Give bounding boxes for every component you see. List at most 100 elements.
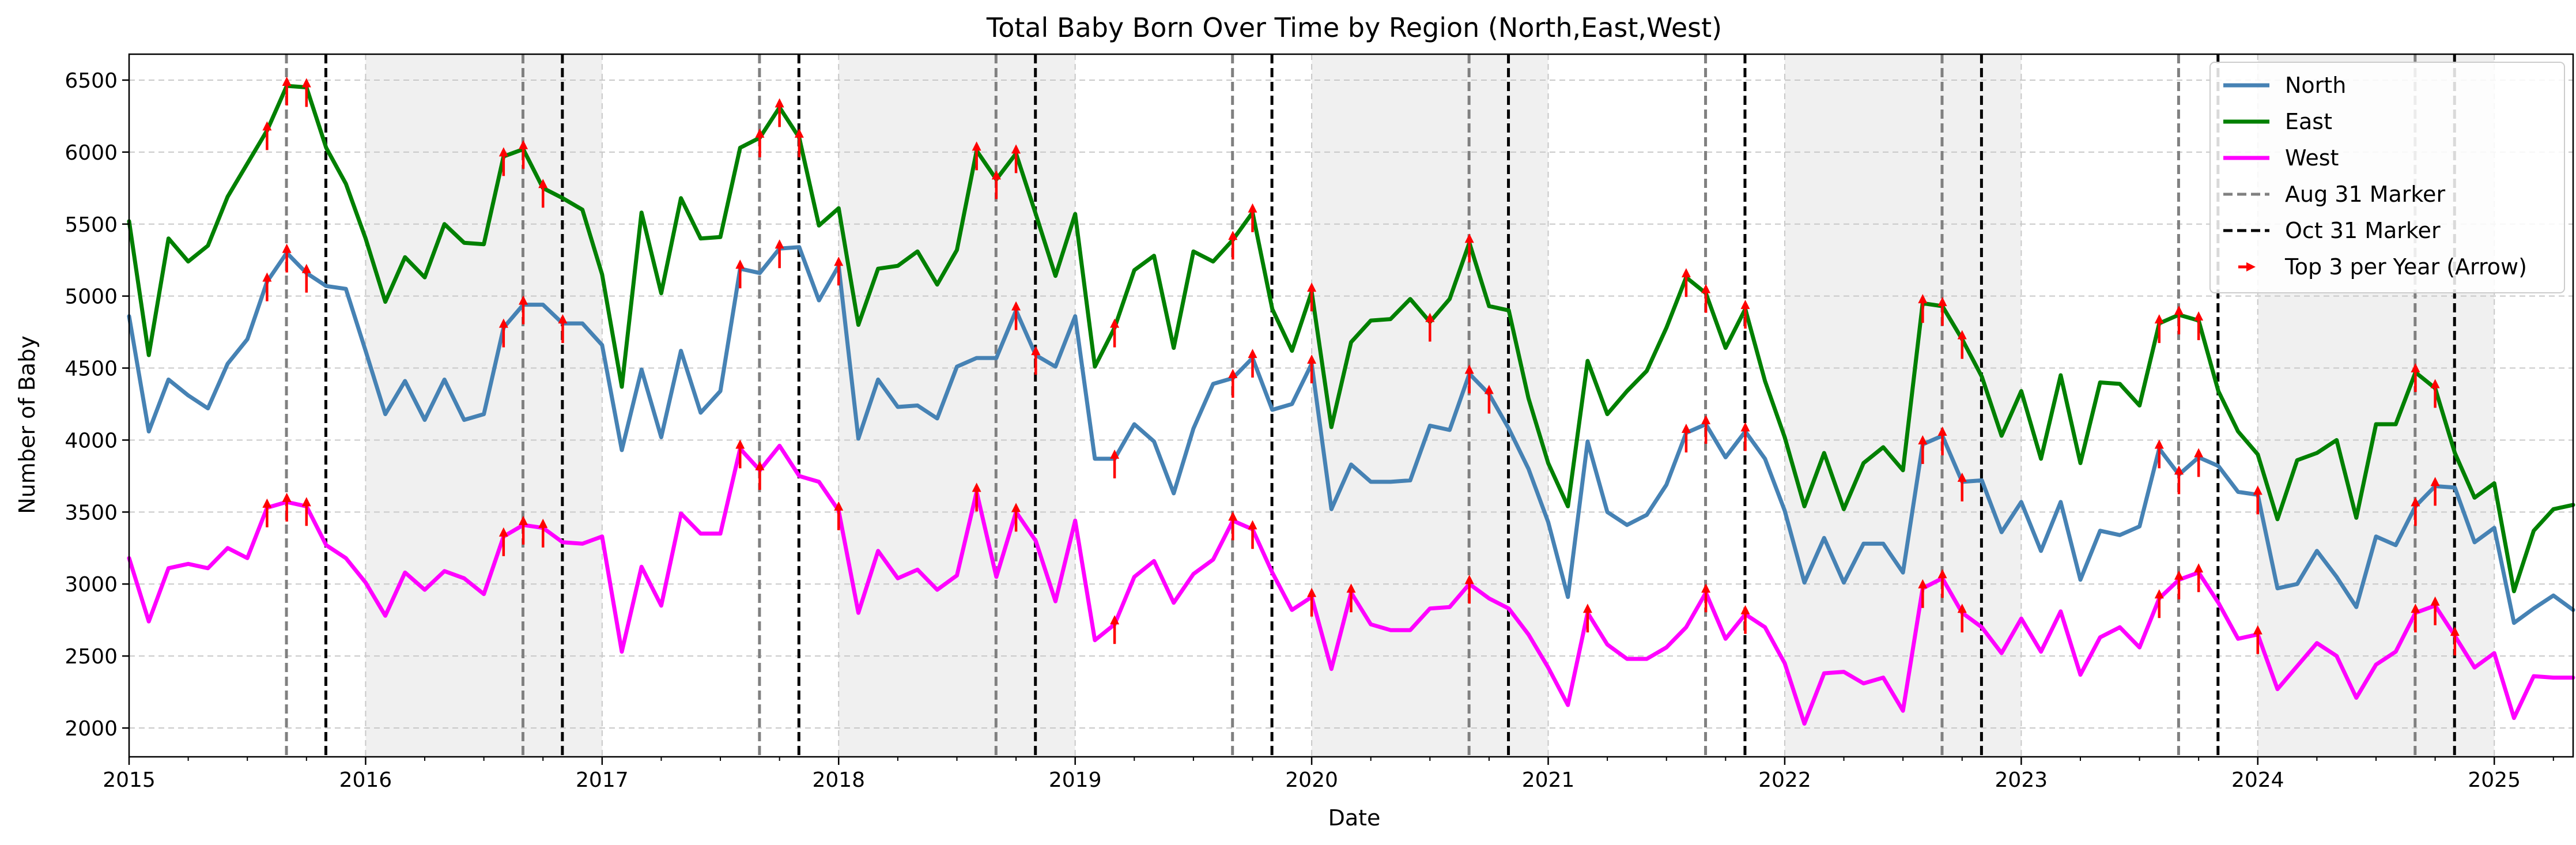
top3-arrow-west <box>834 501 844 530</box>
top3-arrow-east <box>1957 330 1967 359</box>
top3-arrow-west <box>2174 570 2184 599</box>
top3-arrow-east <box>794 128 804 157</box>
x-axis-title: Date <box>1328 805 1381 831</box>
top3-arrow-west <box>282 492 292 522</box>
top3-arrow-east <box>972 141 981 171</box>
legend-west-label: West <box>2285 145 2339 171</box>
top3-arrow-north <box>1307 354 1317 384</box>
top3-arrow-west <box>2154 589 2164 618</box>
x-tick-label: 2020 <box>1285 768 1338 792</box>
series-east-line <box>127 84 2575 594</box>
top3-arrow-east <box>1307 282 1317 312</box>
top3-arrow-east <box>1110 318 1120 348</box>
legend-arrow-swatch <box>2238 262 2256 271</box>
top3-arrow-east <box>282 76 292 105</box>
top3-arrow-north <box>1937 426 1947 455</box>
top3-arrow-east <box>519 139 528 169</box>
top3-arrow-east <box>1681 268 1691 297</box>
x-tick-label: 2025 <box>2468 768 2521 792</box>
top3-arrow-east <box>2174 305 2184 335</box>
x-tick-label: 2022 <box>1758 768 1811 792</box>
top3-arrow-west <box>972 482 981 512</box>
top3-arrow-east <box>301 78 311 107</box>
top3-arrow-west <box>1110 615 1120 644</box>
top3-arrow-north <box>282 243 292 273</box>
top3-arrow-east <box>991 170 1001 199</box>
shaded-year-band <box>1784 54 2022 757</box>
top3-arrow-west <box>262 498 272 527</box>
top3-arrow-east <box>775 98 784 127</box>
x-tick-label: 2015 <box>103 768 156 792</box>
top3-arrow-east <box>1228 231 1238 260</box>
top3-arrow-north <box>735 259 745 289</box>
legend-box <box>2209 62 2565 293</box>
x-tick-label: 2021 <box>1522 768 1575 792</box>
legend-oct-label: Oct 31 Marker <box>2285 218 2441 243</box>
top3-arrow-north <box>1957 472 1967 501</box>
top3-arrow-east <box>1701 284 1711 313</box>
y-tick-label: 3500 <box>65 501 118 525</box>
top3-arrow-west <box>498 527 508 556</box>
top3-arrow-east <box>498 147 508 176</box>
top3-arrow-north <box>558 314 568 344</box>
legend-east-label: East <box>2285 109 2332 134</box>
top3-arrow-east <box>2411 363 2420 393</box>
top3-arrow-east <box>1464 233 1474 263</box>
top3-arrow-west <box>2194 563 2204 593</box>
top3-arrow-north <box>1031 346 1041 375</box>
top3-arrow-west <box>1464 575 1474 604</box>
legend-north-label: North <box>2285 73 2346 98</box>
top3-arrow-west <box>2411 603 2420 633</box>
top3-arrow-west <box>1307 587 1317 617</box>
top3-arrow-north <box>1681 423 1691 452</box>
top3-arrow-east <box>1248 203 1257 232</box>
top3-arrow-north <box>262 272 272 301</box>
top3-arrow-east <box>1011 144 1021 173</box>
legend-aug-label: Aug 31 Marker <box>2285 182 2445 207</box>
top3-arrow-west <box>735 439 745 469</box>
top3-arrow-north <box>1464 364 1474 394</box>
x-tick-label: 2023 <box>1995 768 2048 792</box>
top3-arrow-east <box>1937 297 1947 326</box>
grid-layer <box>129 54 2573 757</box>
top3-arrow-west <box>2430 596 2440 625</box>
y-tick-label: 5000 <box>65 285 118 309</box>
top3-arrow-north <box>301 263 311 293</box>
background-layer <box>365 54 2495 757</box>
top3-arrow-north <box>1701 414 1711 444</box>
x-tick-label: 2017 <box>576 768 629 792</box>
x-tick-label: 2024 <box>2231 768 2284 792</box>
top3-arrow-east <box>2194 311 2204 341</box>
top3-arrow-west <box>755 461 765 490</box>
y-tick-label: 6500 <box>65 69 118 93</box>
top3-arrow-east <box>2154 314 2164 344</box>
top3-arrow-west <box>538 518 548 548</box>
top3-arrow-east <box>1740 300 1750 329</box>
shaded-year-band <box>838 54 1075 757</box>
arrow-layer <box>262 76 2460 656</box>
top3-arrow-east <box>538 179 548 208</box>
y-tick-label: 2500 <box>65 645 118 669</box>
legend-arrow-label: Top 3 per Year (Arrow) <box>2284 254 2527 280</box>
y-tick-label: 4500 <box>65 357 118 381</box>
x-tick-label: 2016 <box>339 768 392 792</box>
top3-arrow-west <box>1582 603 1592 633</box>
top3-arrow-north <box>519 295 528 325</box>
top3-arrow-east <box>262 121 272 150</box>
series-north-line <box>127 245 2575 625</box>
top3-arrow-north <box>498 318 508 348</box>
chart-title: Total Baby Born Over Time by Region (Nor… <box>986 12 1722 43</box>
top3-arrow-west <box>519 515 528 545</box>
top3-arrow-east <box>1425 312 1435 342</box>
top3-arrow-east <box>2430 379 2440 408</box>
top3-arrow-north <box>2154 439 2164 469</box>
shaded-year-band <box>1312 54 1548 757</box>
x-tick-label: 2019 <box>1049 768 1102 792</box>
axis-layer: 2000 2500 3000 3500 4000 4500 5000 5500 6000 6500… <box>65 69 2554 792</box>
top3-arrow-west <box>1957 603 1967 633</box>
top3-arrow-north <box>1918 435 1928 464</box>
x-tick-label: 2018 <box>812 768 865 792</box>
top3-arrow-north <box>1110 449 1120 478</box>
y-tick-label: 3000 <box>65 573 118 597</box>
